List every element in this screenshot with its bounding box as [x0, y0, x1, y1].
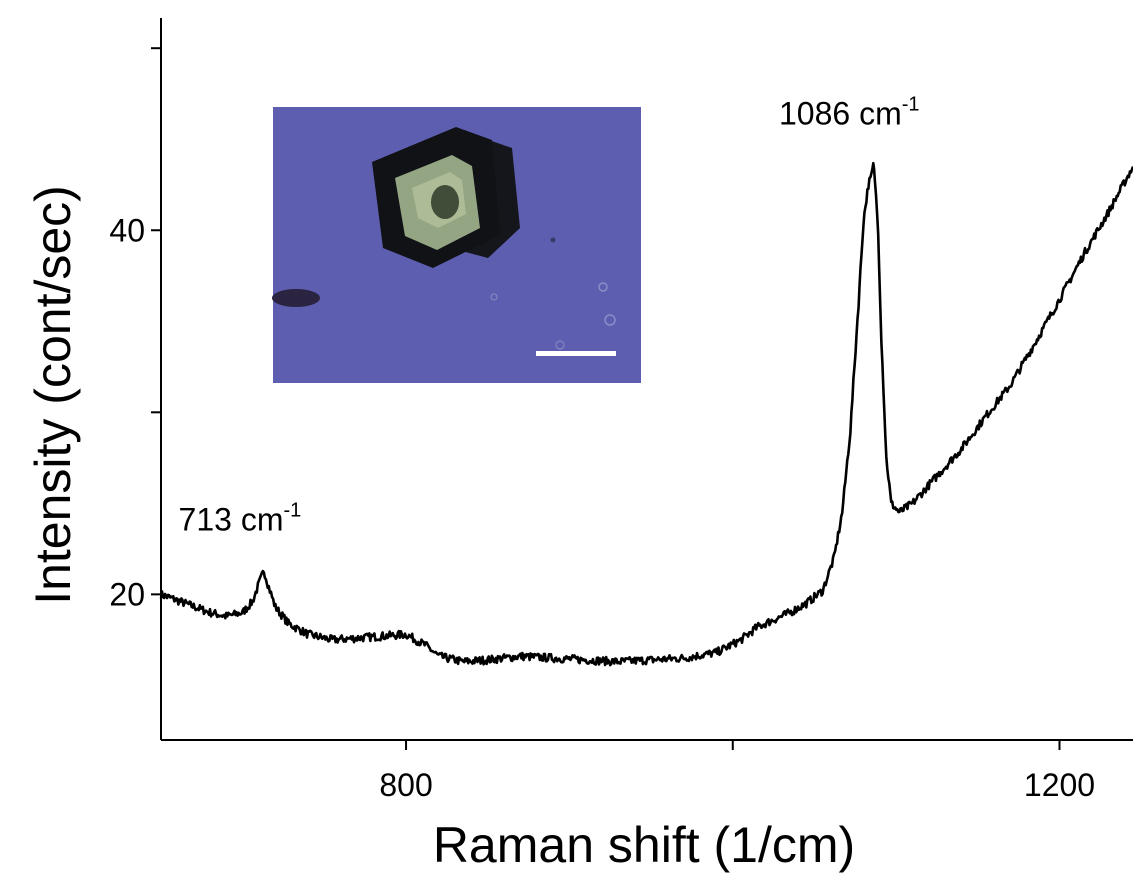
inset-particle	[555, 340, 565, 350]
inset-particle	[598, 282, 608, 292]
spectrum-line	[159, 161, 1133, 667]
x-tick-label: 800	[379, 767, 432, 803]
data-layer	[159, 161, 1133, 667]
inset-particle	[550, 237, 556, 243]
inset-particle	[604, 314, 616, 326]
x-tick-label: 1200	[1024, 767, 1095, 803]
peak-annotation: 1086 cm-1	[779, 94, 920, 132]
peak-annotation: 713 cm-1	[179, 500, 302, 538]
inset-crystal-core	[431, 185, 459, 219]
y-tick-label: 40	[109, 212, 145, 248]
y-tick-label: 20	[109, 576, 145, 612]
peak-annotation-text: 713 cm	[179, 502, 284, 538]
peak-annotation-text: 1086 cm	[779, 96, 902, 132]
peak-annotation-sup: -1	[902, 94, 920, 116]
peak-annotation-sup: -1	[283, 500, 301, 522]
x-axis-title: Raman shift (1/cm)	[433, 817, 855, 873]
axes	[151, 18, 1133, 750]
inset-left-edge-particle	[272, 289, 320, 307]
y-axis-title: Intensity (cont/sec)	[25, 185, 81, 605]
inset-particle	[490, 293, 498, 301]
inset-scale-bar	[536, 351, 616, 356]
inset-micrograph	[272, 107, 641, 383]
labels: 800 1200 20 40 Raman shift (1/cm) Intensity (…	[25, 94, 1095, 873]
